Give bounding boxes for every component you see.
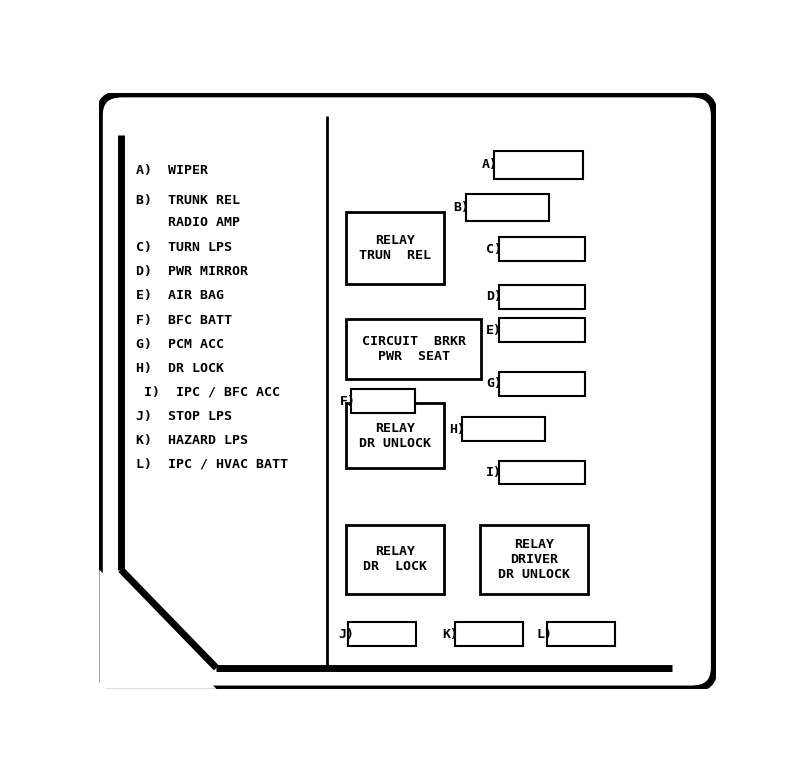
Text: F): F) bbox=[339, 395, 355, 407]
Text: K)  HAZARD LPS: K) HAZARD LPS bbox=[137, 434, 248, 447]
Text: K): K) bbox=[443, 628, 459, 641]
Text: RELAY
TRUN  REL: RELAY TRUN REL bbox=[359, 234, 431, 262]
Text: E)  AIR BAG: E) AIR BAG bbox=[137, 289, 224, 302]
Text: G)  PCM ACC: G) PCM ACC bbox=[137, 338, 224, 351]
Bar bbox=[494, 151, 583, 180]
Bar bbox=[498, 461, 585, 485]
Bar bbox=[462, 417, 545, 441]
Text: A): A) bbox=[481, 159, 498, 172]
Text: I): I) bbox=[487, 466, 502, 479]
Text: F)  BFC BATT: F) BFC BATT bbox=[137, 314, 232, 327]
Text: C)  TURN LPS: C) TURN LPS bbox=[137, 241, 232, 255]
Text: CIRCUIT  BRKR
PWR  SEAT: CIRCUIT BRKR PWR SEAT bbox=[362, 335, 466, 363]
Text: B): B) bbox=[454, 200, 470, 214]
Bar bbox=[346, 212, 444, 283]
Text: D)  PWR MIRROR: D) PWR MIRROR bbox=[137, 265, 248, 278]
Text: A)  WIPER: A) WIPER bbox=[137, 164, 208, 176]
Text: B)  TRUNK REL: B) TRUNK REL bbox=[137, 194, 240, 207]
Bar bbox=[348, 622, 416, 646]
Text: H)  DR LOCK: H) DR LOCK bbox=[137, 361, 224, 375]
Text: C): C) bbox=[487, 242, 502, 255]
Text: L)  IPC / HVAC BATT: L) IPC / HVAC BATT bbox=[137, 457, 289, 471]
Polygon shape bbox=[99, 570, 216, 689]
Bar bbox=[346, 320, 482, 379]
Text: I)  IPC / BFC ACC: I) IPC / BFC ACC bbox=[137, 385, 281, 399]
Text: L): L) bbox=[537, 628, 553, 641]
Bar bbox=[498, 285, 585, 309]
Text: E): E) bbox=[487, 324, 502, 337]
Bar bbox=[498, 237, 585, 261]
Bar bbox=[455, 622, 522, 646]
Text: H): H) bbox=[449, 423, 465, 436]
Bar bbox=[498, 318, 585, 342]
Text: J)  STOP LPS: J) STOP LPS bbox=[137, 410, 232, 423]
Text: J): J) bbox=[338, 628, 354, 641]
FancyBboxPatch shape bbox=[99, 94, 714, 689]
Bar bbox=[346, 525, 444, 594]
Text: RELAY
DRIVER
DR UNLOCK: RELAY DRIVER DR UNLOCK bbox=[498, 538, 570, 580]
Text: G): G) bbox=[487, 377, 502, 390]
Bar bbox=[498, 372, 585, 396]
Text: D): D) bbox=[487, 290, 502, 303]
Bar bbox=[547, 622, 615, 646]
Bar bbox=[346, 402, 444, 468]
Text: RELAY
DR  LOCK: RELAY DR LOCK bbox=[363, 545, 427, 574]
FancyBboxPatch shape bbox=[103, 98, 711, 685]
Text: RADIO AMP: RADIO AMP bbox=[137, 216, 240, 228]
Bar bbox=[480, 525, 588, 594]
Bar bbox=[351, 389, 416, 413]
Bar bbox=[466, 194, 549, 221]
Text: RELAY
DR UNLOCK: RELAY DR UNLOCK bbox=[359, 422, 431, 450]
